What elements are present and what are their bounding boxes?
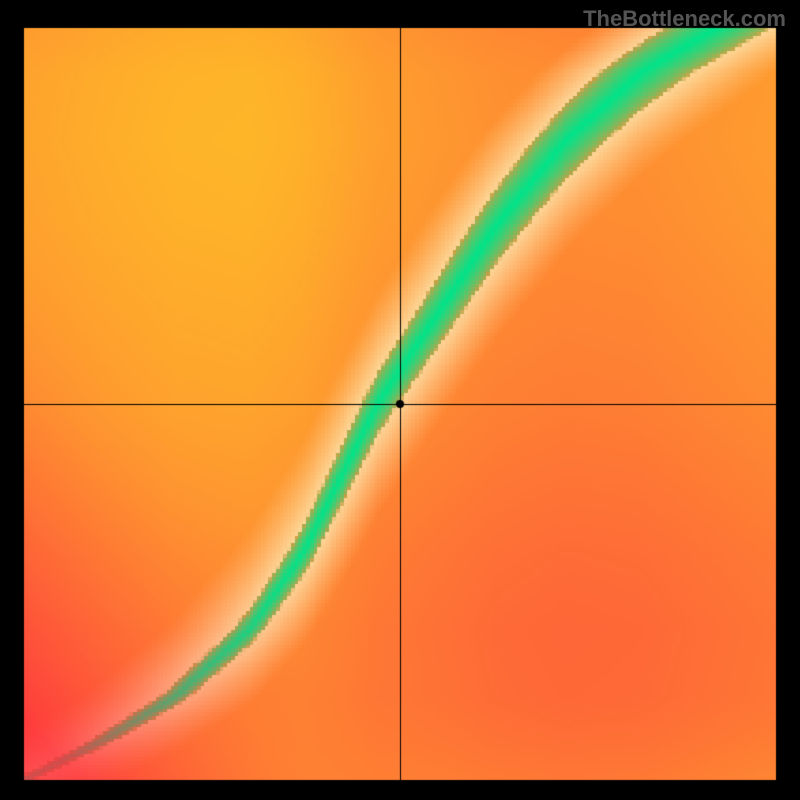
watermark-text: TheBottleneck.com <box>583 6 786 32</box>
bottleneck-heatmap <box>0 0 800 800</box>
chart-container: { "source": { "watermark": "TheBottlenec… <box>0 0 800 800</box>
